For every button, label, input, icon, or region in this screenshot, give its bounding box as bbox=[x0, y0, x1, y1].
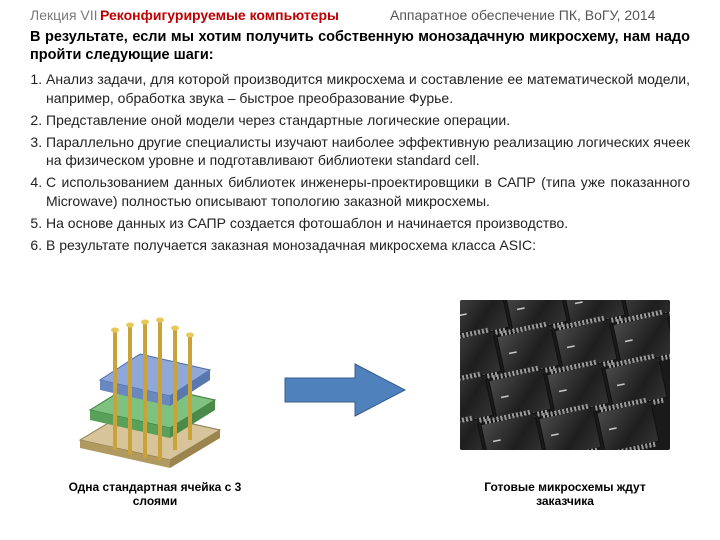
caption-left: Одна стандартная ячейка с 3 слоями bbox=[50, 480, 260, 509]
arrow-icon bbox=[280, 360, 410, 420]
header-lecture: Лекция VII bbox=[30, 6, 100, 24]
header-course: Аппаратное обеспечение ПК, ВоГУ, 2014 bbox=[390, 6, 690, 24]
step-item: Представление оной модели через стандарт… bbox=[46, 111, 690, 129]
caption-right: Готовые микросхемы ждут заказчика bbox=[460, 480, 670, 509]
step-item: С использованием данных библиотек инжене… bbox=[46, 173, 690, 209]
header-title: Реконфигурируемые компьютеры bbox=[100, 6, 390, 24]
step-item: Анализ задачи, для которой производится … bbox=[46, 70, 690, 106]
intro-text: В результате, если мы хотим получить соб… bbox=[0, 24, 720, 70]
standard-cell-icon bbox=[60, 310, 240, 470]
step-item: В результате получается заказная монозад… bbox=[46, 236, 690, 254]
step-item: На основе данных из САПР создается фотош… bbox=[46, 214, 690, 232]
steps-list: Анализ задачи, для которой производится … bbox=[0, 70, 720, 254]
slide-header: Лекция VII Реконфигурируемые компьютеры … bbox=[0, 0, 720, 24]
figure-standard-cell bbox=[60, 310, 240, 470]
step-item: Параллельно другие специалисты изучают н… bbox=[46, 133, 690, 169]
figure-chips: ▂▂ ▂▂ ▂▂ ▂▂ ▂▂ ▂▂ ▂▂ ▂▂ ▂▂ ▂▂ ▂▂ ▂▂ ▂▂ ▂… bbox=[460, 300, 670, 450]
figures-area: ▂▂ ▂▂ ▂▂ ▂▂ ▂▂ ▂▂ ▂▂ ▂▂ ▂▂ ▂▂ ▂▂ ▂▂ ▂▂ ▂… bbox=[0, 300, 720, 540]
